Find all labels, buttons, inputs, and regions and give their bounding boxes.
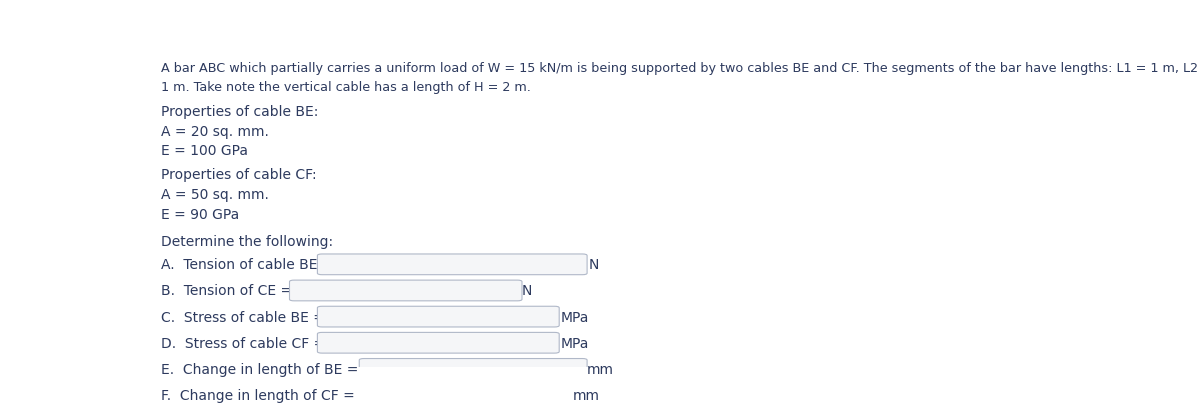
Text: C.  Stress of cable BE =: C. Stress of cable BE = bbox=[161, 310, 325, 324]
Text: F.  Change in length of CF =: F. Change in length of CF = bbox=[161, 388, 355, 402]
Text: Determine the following:: Determine the following: bbox=[161, 234, 334, 248]
Text: E = 90 GPa: E = 90 GPa bbox=[161, 207, 240, 221]
Text: Properties of cable BE:: Properties of cable BE: bbox=[161, 104, 318, 119]
Text: MPa: MPa bbox=[560, 310, 588, 324]
Text: mm: mm bbox=[587, 362, 614, 376]
Text: E = 100 GPa: E = 100 GPa bbox=[161, 144, 248, 158]
Text: N: N bbox=[589, 258, 599, 272]
FancyBboxPatch shape bbox=[359, 385, 574, 406]
Text: Properties of cable CF:: Properties of cable CF: bbox=[161, 168, 317, 182]
Text: 1 m. Take note the vertical cable has a length of H = 2 m.: 1 m. Take note the vertical cable has a … bbox=[161, 81, 532, 94]
FancyBboxPatch shape bbox=[289, 280, 522, 301]
FancyBboxPatch shape bbox=[317, 254, 587, 275]
Text: mm: mm bbox=[574, 388, 600, 402]
Text: A.  Tension of cable BE =: A. Tension of cable BE = bbox=[161, 258, 334, 272]
FancyBboxPatch shape bbox=[317, 306, 559, 327]
Text: D.  Stress of cable CF =: D. Stress of cable CF = bbox=[161, 336, 325, 350]
FancyBboxPatch shape bbox=[317, 332, 559, 353]
FancyBboxPatch shape bbox=[396, 411, 601, 413]
Text: E.  Change in length of BE =: E. Change in length of BE = bbox=[161, 362, 359, 376]
FancyBboxPatch shape bbox=[359, 358, 587, 379]
Text: A = 50 sq. mm.: A = 50 sq. mm. bbox=[161, 188, 269, 202]
Text: N: N bbox=[522, 284, 533, 298]
Text: B.  Tension of CE =: B. Tension of CE = bbox=[161, 284, 293, 298]
Text: A bar ABC which partially carries a uniform load of W = 15 kN/m is being support: A bar ABC which partially carries a unif… bbox=[161, 62, 1200, 75]
Text: MPa: MPa bbox=[560, 336, 588, 350]
Text: A = 20 sq. mm.: A = 20 sq. mm. bbox=[161, 124, 269, 138]
